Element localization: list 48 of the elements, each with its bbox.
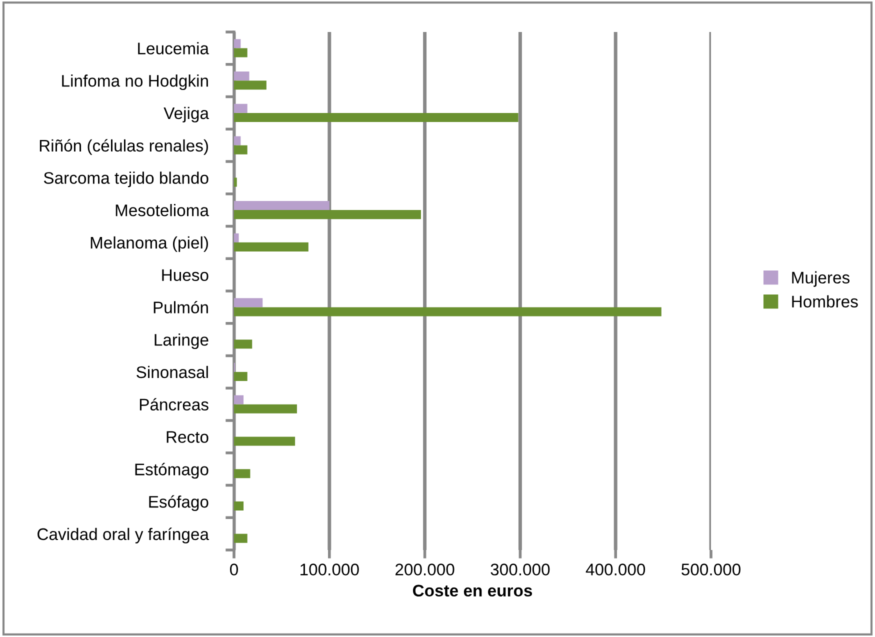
y-tick-label: Sinonasal [136, 366, 208, 378]
legend-label: Hombres [792, 295, 858, 308]
y-tick-label: Mesotelioma [116, 204, 210, 216]
legend-label: Mujeres [792, 271, 850, 287]
bar [234, 242, 308, 252]
bar [234, 178, 237, 187]
bar [234, 469, 250, 478]
y-tick-label: Laringe [154, 334, 208, 350]
bar [234, 136, 241, 146]
bar [234, 233, 239, 242]
bar [234, 112, 518, 122]
bar [234, 404, 297, 414]
bar [234, 200, 330, 210]
bar [234, 48, 248, 58]
y-tick-label: Sarcoma tejido blando [44, 172, 208, 188]
x-tick-label: 100.000 [300, 564, 359, 576]
y-tick-label: Páncreas [140, 398, 208, 411]
x-tick-label: 500.000 [682, 564, 740, 576]
bar [234, 210, 421, 220]
y-tick-label: Riñón (células renales) [40, 139, 208, 155]
bar [234, 145, 248, 154]
y-tick-label: Linfoma no Hodgkin [62, 74, 208, 90]
x-tick-label: 300.000 [490, 564, 550, 576]
bar [234, 372, 248, 381]
bar [234, 395, 244, 404]
bar [234, 104, 248, 113]
bar [234, 80, 266, 90]
y-tick-label: Recto [166, 431, 208, 443]
bar [234, 298, 263, 308]
x-tick-label: 0 [230, 564, 238, 576]
y-tick-label: Vejiga [164, 106, 209, 122]
bar [234, 39, 241, 48]
y-tick-label: Pulmón [154, 300, 208, 314]
y-tick-label: Esófago [149, 495, 208, 512]
x-tick-label: 400.000 [586, 564, 646, 576]
x-axis-title: Coste en euros [412, 584, 532, 597]
bar [234, 534, 248, 543]
y-tick-label: Hueso [162, 269, 208, 282]
bar [234, 436, 296, 446]
y-tick-label: Estómago [135, 462, 208, 479]
bar [234, 71, 250, 81]
bar [234, 307, 662, 316]
y-tick-label: Cavidad oral y faríngea [38, 528, 210, 544]
bar [234, 501, 244, 510]
bar [234, 340, 252, 349]
y-tick-label: Leucemia [138, 42, 210, 54]
x-tick-label: 200.000 [396, 564, 454, 576]
y-tick-label: Melanoma (piel) [90, 236, 208, 252]
